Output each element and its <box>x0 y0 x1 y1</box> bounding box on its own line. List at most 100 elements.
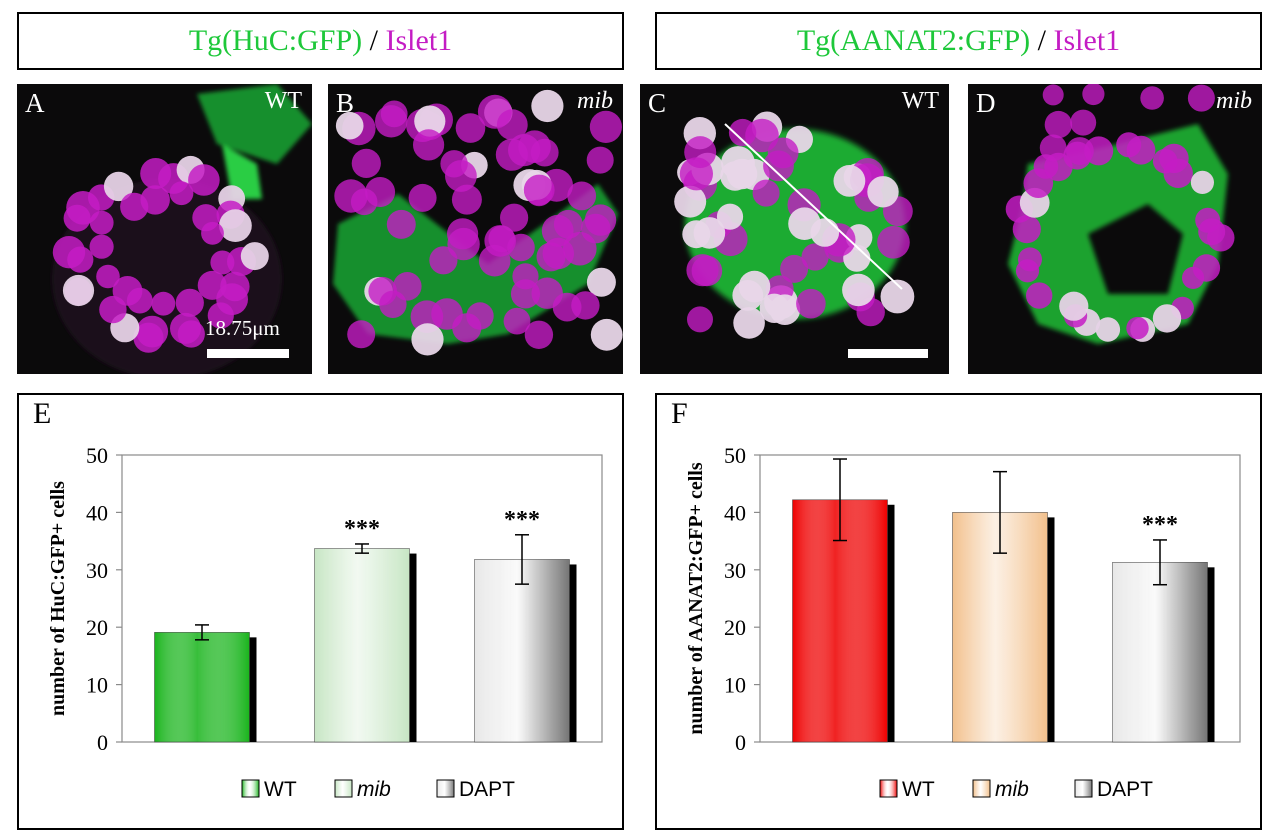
scale-bar <box>207 349 289 358</box>
chart-f: 0 10 20 30 40 50 number of AANAT2:GFP+ cells **… <box>685 443 1241 801</box>
nucleus <box>240 242 269 271</box>
header-right-marker: Islet1 <box>1053 24 1121 57</box>
nucleus <box>716 203 744 230</box>
nucleus <box>207 302 234 329</box>
nucleus <box>1187 84 1215 112</box>
nucleus <box>563 231 597 266</box>
nucleus <box>833 165 866 197</box>
nucleus <box>1042 84 1064 106</box>
legend-swatch <box>241 779 260 798</box>
nucleus <box>686 254 719 287</box>
nucleus <box>1198 218 1226 246</box>
nucleus <box>140 185 170 215</box>
nucleus <box>720 161 750 191</box>
micrograph-panel-a: A WT 18.75μm <box>17 84 312 374</box>
nucleus <box>842 273 875 307</box>
micrograph-a-image <box>52 84 312 374</box>
nucleus <box>1039 134 1067 162</box>
legend-swatch <box>436 779 455 798</box>
nucleus <box>151 291 176 316</box>
nucleus <box>429 246 458 275</box>
nucleus <box>571 291 600 320</box>
nucleus <box>1066 137 1094 165</box>
micrograph-b-image <box>333 89 623 356</box>
chart-e: 0 10 20 30 40 50 number of HuC:GFP+ cells *** **… <box>47 443 603 801</box>
nucleus <box>553 209 583 239</box>
nucleus <box>733 307 765 339</box>
panel-condition-d: mib <box>1216 88 1252 114</box>
nucleus <box>1095 317 1121 342</box>
nucleus <box>530 138 559 167</box>
nucleus <box>769 294 801 325</box>
nucleus <box>752 179 780 207</box>
nucleus <box>365 177 396 207</box>
legend-swatch <box>334 779 353 798</box>
nucleus <box>1026 282 1053 309</box>
nucleus <box>801 243 829 271</box>
micrograph-c-image <box>674 111 928 358</box>
y-tick-label: 40 <box>724 500 746 525</box>
nucleus <box>1163 158 1193 188</box>
scale-label: 18.75μm <box>205 316 280 340</box>
header-left: Tg(HuC:GFP) / Islet1 <box>17 12 624 70</box>
y-tick-label: 0 <box>735 730 746 755</box>
y-tick-label: 20 <box>724 615 746 640</box>
nucleus <box>219 209 252 242</box>
panel-condition-c: WT <box>901 88 939 114</box>
nucleus <box>877 226 910 259</box>
panel-letter-c: C <box>648 88 667 118</box>
nucleus <box>1018 247 1042 272</box>
panel-letter-a: A <box>25 88 45 118</box>
header-left-sep: / <box>362 24 386 57</box>
nucleus <box>1190 170 1214 194</box>
micrograph-panel-c: C WT <box>640 84 949 374</box>
nucleus <box>763 150 794 182</box>
nucleus <box>503 307 531 335</box>
nucleus <box>880 279 915 314</box>
nucleus <box>796 288 826 319</box>
cells-c <box>674 111 915 339</box>
y-tick-label: 10 <box>724 673 746 698</box>
cells-b <box>334 89 623 356</box>
y-tick-label: 30 <box>86 558 108 583</box>
nucleus <box>510 279 541 309</box>
nucleus <box>413 129 445 161</box>
nucleus <box>500 203 529 232</box>
micrograph-d-image <box>1005 84 1235 344</box>
legend-swatch <box>1074 779 1093 798</box>
header-right-sep: / <box>1030 24 1054 57</box>
bar-highlight <box>1112 562 1208 743</box>
nucleus <box>531 89 564 123</box>
section-line <box>724 123 903 290</box>
nucleus <box>347 320 376 349</box>
nucleus <box>386 209 416 239</box>
nucleus <box>495 138 528 171</box>
nucleus <box>368 276 397 306</box>
nucleus <box>103 171 134 202</box>
micrograph-panel-d: D mib <box>968 84 1262 374</box>
nucleus <box>590 318 623 351</box>
header-right: Tg(AANAT2:GFP) / Islet1 <box>655 12 1262 70</box>
nucleus <box>334 179 368 213</box>
nucleus <box>477 94 512 129</box>
nucleus <box>1126 135 1156 165</box>
nucleus <box>351 148 381 178</box>
nucleus <box>112 276 143 306</box>
header-left-reporter: Tg(HuC:GFP) <box>188 24 363 57</box>
chart-letter-f: F <box>671 397 688 430</box>
y-tick-label: 50 <box>86 443 108 468</box>
nucleus <box>52 236 86 269</box>
scale-bar-c <box>848 349 928 358</box>
y-tick-label: 20 <box>86 615 108 640</box>
nucleus <box>484 225 516 257</box>
significance-label: *** <box>504 507 540 533</box>
y-axis-label: number of HuC:GFP+ cells <box>47 481 69 716</box>
legend-label: DAPT <box>459 778 515 801</box>
nucleus <box>738 270 771 303</box>
nucleus <box>523 174 555 206</box>
nucleus <box>589 110 622 143</box>
nucleus <box>175 288 204 317</box>
nucleus <box>170 312 201 344</box>
nucleus <box>96 264 120 289</box>
nucleus <box>867 176 899 208</box>
